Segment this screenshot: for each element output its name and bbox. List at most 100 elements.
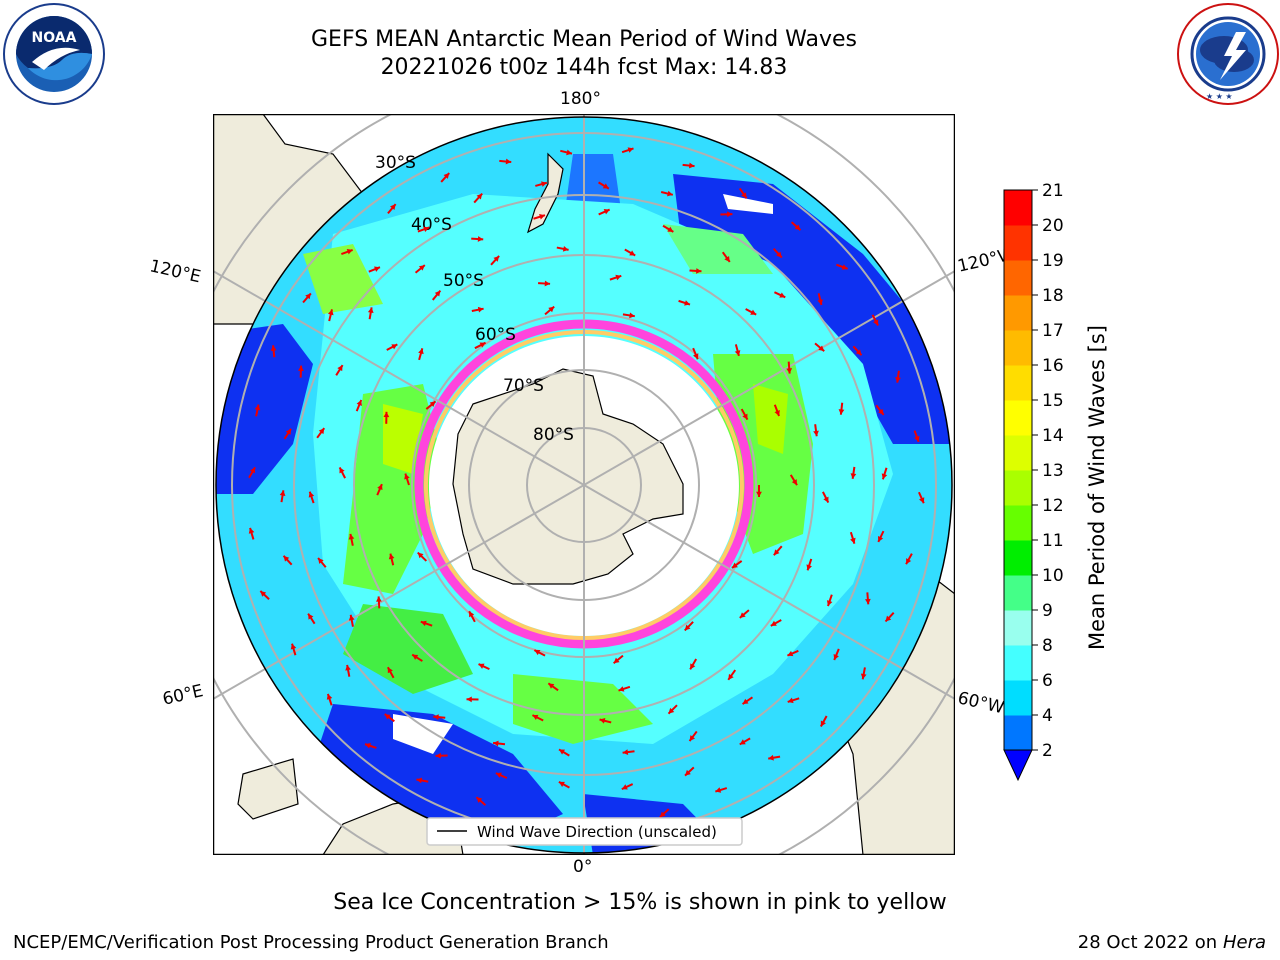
wave-arrow-head bbox=[443, 173, 450, 179]
wave-arrow-head bbox=[423, 226, 430, 232]
wave-arrow-head bbox=[602, 183, 609, 189]
colorbar: 2 4 6 8 9 10 11 12 13 14 15 16 17 18 19 20 21 bbox=[1003, 181, 1064, 782]
wave-arrow-head bbox=[885, 615, 892, 622]
wave-arrow-head bbox=[603, 209, 610, 215]
lat-label-80s: 80°S bbox=[533, 425, 574, 445]
wave-arrow-head bbox=[629, 312, 635, 319]
wave-arrow-head bbox=[279, 490, 286, 496]
colorbar-tick-label: 12 bbox=[1042, 496, 1064, 516]
wave-arrow-head bbox=[791, 479, 798, 486]
colorbar-tick-label: 8 bbox=[1042, 636, 1053, 656]
wave-arrow-head bbox=[667, 226, 674, 232]
wave-arrow-head bbox=[348, 533, 355, 540]
wave-arrow-head bbox=[667, 190, 673, 197]
wave-arrow-head bbox=[768, 754, 774, 761]
wave-arrow-head bbox=[493, 255, 500, 262]
wave-arrow-head bbox=[416, 777, 423, 784]
wave-arrow-head bbox=[417, 552, 424, 559]
wave-arrow-head bbox=[270, 345, 277, 351]
colorbar-segment bbox=[1004, 365, 1032, 401]
wave-arrow-head bbox=[356, 399, 362, 406]
nws-logo: ★ ★ ★ bbox=[1177, 3, 1279, 105]
colorbar-segment bbox=[1004, 260, 1032, 296]
wave-arrow-head bbox=[318, 558, 324, 564]
wave-arrow-head bbox=[348, 614, 355, 621]
wave-arrow-head bbox=[477, 306, 484, 313]
wave-arrow-head bbox=[615, 274, 622, 281]
wave-arrow-head bbox=[532, 714, 539, 721]
colorbar-tick-label: 14 bbox=[1042, 426, 1064, 446]
wave-arrow-head bbox=[476, 797, 483, 803]
wave-arrow-head bbox=[873, 319, 879, 326]
footer-credit: NCEP/EMC/Verification Post Processing Pr… bbox=[13, 932, 609, 953]
legend-label: Wind Wave Direction (unscaled) bbox=[477, 823, 717, 841]
chart-title: GEFS MEAN Antarctic Mean Period of Wind … bbox=[311, 27, 857, 52]
wave-arrow-head bbox=[541, 181, 547, 187]
wave-arrow-head bbox=[548, 683, 555, 689]
colorbar-tick-label: 10 bbox=[1042, 566, 1064, 586]
wave-arrow-head bbox=[741, 192, 747, 199]
wave-arrow-head bbox=[739, 612, 746, 618]
wave-arrow-head bbox=[689, 735, 696, 742]
wave-arrow-head bbox=[260, 590, 267, 597]
lat-label-40s: 40°S bbox=[411, 215, 452, 235]
footer-date-text: 28 Oct 2022 on bbox=[1077, 932, 1218, 953]
colorbar-tick-label: 18 bbox=[1042, 286, 1064, 306]
wave-arrow-head bbox=[756, 491, 762, 497]
svg-text:★ ★ ★: ★ ★ ★ bbox=[1206, 92, 1233, 101]
wave-arrow-head bbox=[742, 413, 748, 420]
wave-arrow-head bbox=[826, 600, 833, 607]
wave-arrow-head bbox=[433, 714, 439, 720]
footer-date: 28 Oct 2022 on Hera bbox=[1078, 932, 1266, 953]
wave-arrow-head bbox=[864, 598, 871, 605]
wave-arrow-head bbox=[412, 654, 419, 660]
wave-arrow-head bbox=[566, 149, 572, 156]
wave-arrow-head bbox=[724, 255, 730, 262]
noaa-logo-text: NOAA bbox=[32, 30, 77, 46]
colorbar-segment bbox=[1004, 715, 1032, 751]
wave-arrow-head bbox=[878, 408, 884, 415]
wave-arrow-head bbox=[685, 769, 691, 776]
wave-arrow-head bbox=[794, 224, 801, 231]
colorbar-segment bbox=[1004, 295, 1032, 331]
wave-arrow-head bbox=[326, 693, 333, 700]
wave-arrow-head bbox=[345, 664, 351, 671]
wave-arrow-head bbox=[668, 707, 675, 714]
wave-arrow-head bbox=[539, 214, 545, 220]
wave-arrow-head bbox=[855, 349, 862, 356]
wave-arrow-head bbox=[731, 562, 738, 568]
wave-arrow-head bbox=[838, 409, 845, 415]
wave-arrow-head bbox=[429, 401, 436, 407]
colorbar-extend bbox=[1003, 749, 1033, 782]
wave-arrow-head bbox=[618, 686, 625, 692]
wave-arrow-head bbox=[327, 309, 334, 316]
wave-arrow-head bbox=[727, 211, 733, 218]
wave-arrow-head bbox=[813, 430, 819, 437]
wave-arrow-head bbox=[820, 720, 826, 727]
wave-arrow-head bbox=[833, 654, 839, 661]
colorbar-segment bbox=[1004, 505, 1032, 541]
wave-arrow-head bbox=[659, 811, 666, 818]
wave-arrow-head bbox=[285, 428, 292, 435]
wave-arrow-head bbox=[622, 749, 629, 755]
wave-arrow-head bbox=[914, 435, 920, 442]
wave-arrow-head bbox=[739, 739, 746, 745]
wave-arrow-head bbox=[850, 537, 856, 544]
colorbar-segment bbox=[1004, 225, 1032, 261]
wave-arrow-head bbox=[786, 368, 793, 374]
colorbar-tick-label: 13 bbox=[1042, 461, 1064, 481]
wave-arrow-head bbox=[728, 673, 734, 680]
colorbar-tick-label: 19 bbox=[1042, 251, 1064, 271]
wave-arrow-head bbox=[308, 613, 314, 620]
colorbar-segment bbox=[1004, 330, 1032, 366]
colorbar-tick-label: 17 bbox=[1042, 321, 1064, 341]
wave-arrow-head bbox=[779, 292, 786, 298]
colorbar-segment bbox=[1004, 435, 1032, 471]
wave-arrow-head bbox=[544, 280, 551, 287]
wave-arrow-head bbox=[693, 353, 699, 360]
wave-arrow-head bbox=[774, 410, 780, 416]
wave-arrow-head bbox=[787, 650, 794, 657]
wave-arrow-head bbox=[477, 236, 484, 242]
wave-arrow-head bbox=[434, 290, 441, 297]
wave-arrow-head bbox=[684, 624, 691, 631]
